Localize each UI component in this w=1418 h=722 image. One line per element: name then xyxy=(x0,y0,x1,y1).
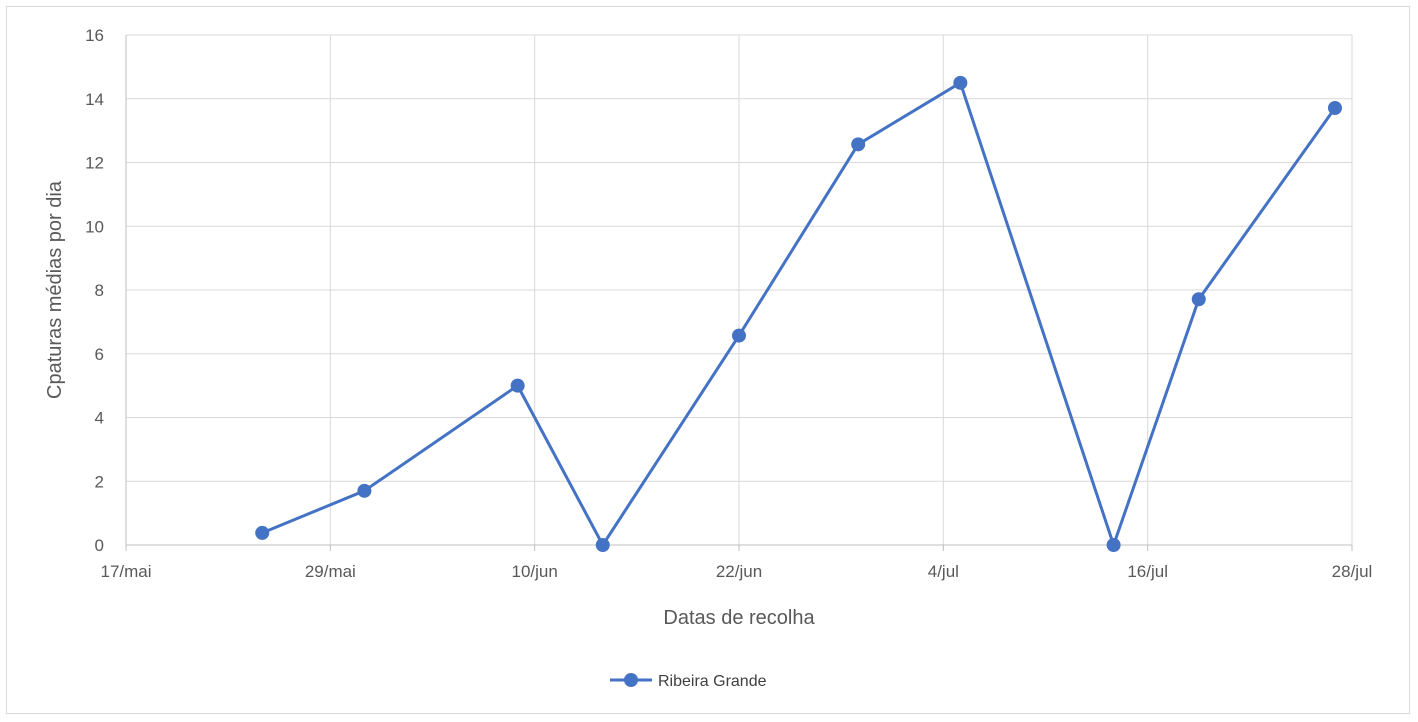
data-point xyxy=(1327,100,1342,115)
y-axis-ticks: 0 2 4 6 8 10 12 14 16 xyxy=(85,26,104,555)
x-tick-label: 29/mai xyxy=(305,562,356,581)
legend: Ribeira Grande xyxy=(610,673,767,690)
y-tick-label: 4 xyxy=(95,409,104,428)
y-tick-label: 6 xyxy=(95,345,104,364)
x-tick-label: 4/jul xyxy=(928,562,959,581)
gridlines xyxy=(125,34,1353,551)
x-axis-title: Datas de recolha xyxy=(663,607,815,629)
data-point xyxy=(851,137,866,152)
y-tick-label: 16 xyxy=(85,26,104,45)
x-axis-ticks: 17/mai 29/mai 10/jun 22/jun 4/jul 16/jul 28/ju… xyxy=(100,562,1372,581)
data-point xyxy=(732,328,746,343)
y-tick-label: 10 xyxy=(85,217,104,236)
legend-marker xyxy=(624,673,638,687)
y-tick-label: 2 xyxy=(95,472,104,491)
data-point xyxy=(953,75,968,90)
y-tick-label: 8 xyxy=(95,281,104,300)
legend-label: Ribeira Grande xyxy=(658,673,767,690)
line-chart: 0 2 4 6 8 10 12 14 16 17/mai 29/mai 10/jun 22/jun 4/… xyxy=(44,26,1372,690)
x-tick-label: 28/jul xyxy=(1332,562,1373,581)
y-axis-title: Cpaturas médias por dia xyxy=(44,180,66,399)
y-tick-label: 0 xyxy=(95,536,104,555)
x-tick-label: 22/jun xyxy=(716,562,762,581)
data-point xyxy=(1106,538,1121,552)
series-layer xyxy=(255,75,1342,552)
x-tick-label: 10/jun xyxy=(512,562,558,581)
data-point xyxy=(1191,292,1206,307)
chart-area: 0 2 4 6 8 10 12 14 16 17/mai 29/mai 10/jun 22/jun 4/… xyxy=(6,6,1410,714)
y-tick-label: 12 xyxy=(85,154,104,173)
y-tick-label: 14 xyxy=(85,90,104,109)
data-point xyxy=(510,378,525,393)
data-point xyxy=(255,525,270,540)
series-line xyxy=(261,81,1337,547)
x-tick-label: 16/jul xyxy=(1127,562,1168,581)
data-point xyxy=(595,538,610,552)
data-point xyxy=(357,483,372,498)
x-tick-label: 17/mai xyxy=(100,562,151,581)
